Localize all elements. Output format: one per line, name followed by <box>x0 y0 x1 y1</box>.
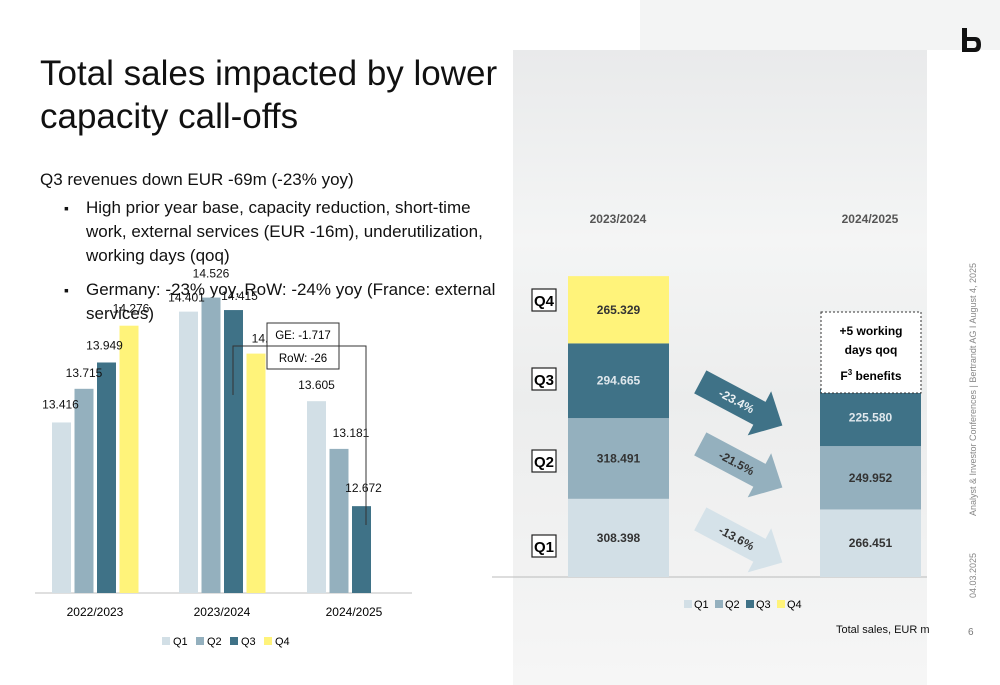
legend-label: Q3 <box>756 599 771 611</box>
legend-swatch-q1 <box>684 600 692 608</box>
side-date-text: 04.03.2025 <box>968 552 978 598</box>
legend-swatch-q4 <box>264 637 272 645</box>
chart-legend: Q1 Q2 Q3 Q4 <box>162 636 290 648</box>
legend-label: Q4 <box>275 636 290 648</box>
change-arrow: -23.4% <box>694 370 783 436</box>
callout-line1: +5 working <box>839 324 902 338</box>
data-label: 13.416 <box>42 397 79 411</box>
header-background <box>640 0 1000 50</box>
segment-value-label: 294.665 <box>597 374 641 388</box>
arrow-shape <box>694 432 783 498</box>
quarter-box <box>531 288 557 312</box>
side-footer-text: Analyst & Investor Conferences | Bertran… <box>968 263 978 516</box>
quarter-label: Q3 <box>534 372 554 389</box>
change-arrow: -13.6% <box>694 507 783 573</box>
bar-q4 <box>246 353 266 593</box>
data-label: 14.526 <box>193 267 230 281</box>
bar-q4 <box>119 325 139 593</box>
segment-value-label: 318.491 <box>597 451 641 465</box>
page-number: 6 <box>968 627 974 638</box>
category-label: 2024/2025 <box>326 605 383 619</box>
segment-value-label: 225.580 <box>849 410 893 424</box>
stack-segment-q2 <box>568 418 669 499</box>
data-label: 13.605 <box>298 378 335 392</box>
page-title: Total sales impacted by lower capacity c… <box>40 54 498 136</box>
annotation-germany: GE: -1.717 <box>275 330 331 342</box>
bullet-list: High prior year base, capacity reduction… <box>64 196 514 336</box>
quarter-label: Q4 <box>534 293 555 310</box>
legend-label: Q4 <box>787 599 802 611</box>
arrow-shape <box>694 507 783 573</box>
annotation-row: RoW: -26 <box>279 353 327 365</box>
bar-q2 <box>329 448 349 593</box>
stacked-sales-chart: 2023/2024 2024/2025 308.398 318.491 294.66… <box>492 212 927 611</box>
bar-q3 <box>352 506 371 593</box>
category-label: 2023/2024 <box>194 605 251 619</box>
stack-segment-q1 <box>568 498 669 577</box>
data-label: 13.715 <box>66 366 103 380</box>
legend-label: Q2 <box>725 599 740 611</box>
stack-segment-q3 <box>820 388 921 447</box>
callout-line3: F3 benefits <box>840 368 901 383</box>
legend-swatch-q2 <box>196 637 204 645</box>
segment-value-label: 249.952 <box>849 471 893 485</box>
legend-swatch-q2 <box>715 600 723 608</box>
data-label: 14.401 <box>168 291 205 305</box>
legend-label: Q2 <box>207 636 222 648</box>
stack-segment-q2 <box>820 446 921 510</box>
segment-value-label: 308.398 <box>597 531 641 545</box>
legend-swatch-q4 <box>777 600 785 608</box>
callout-box <box>820 311 922 394</box>
bullet-item: High prior year base, capacity reduction… <box>64 196 514 268</box>
legend-label: Q1 <box>173 636 188 648</box>
arrow-shape <box>694 370 783 436</box>
data-label: 14.276 <box>113 302 150 316</box>
subtitle: Q3 revenues down EUR -69m (-23% yoy) <box>40 170 354 189</box>
data-label: 13.949 <box>86 338 123 352</box>
callout-line2: days qoq <box>845 343 898 357</box>
quarterly-sales-bar-chart: 13.416 14.401 13.605 13.715 14.526 13.181 13.9… <box>35 267 412 648</box>
bar-q1 <box>52 422 71 593</box>
legend-swatch-q1 <box>162 637 170 645</box>
quarter-label: Q2 <box>534 454 554 471</box>
legend-label: Q3 <box>241 636 256 648</box>
quarter-label: Q1 <box>534 539 554 556</box>
bar-q2 <box>74 388 94 593</box>
bar-q3 <box>97 362 116 593</box>
data-label: 13.181 <box>333 426 370 440</box>
column-header: 2023/2024 <box>590 212 647 226</box>
bar-q1 <box>307 401 326 593</box>
bar-q2 <box>201 297 221 593</box>
stack-segment-q4 <box>568 276 669 344</box>
change-arrow: -21.5% <box>694 432 783 498</box>
data-label: 12.672 <box>345 481 382 495</box>
bullet-item: Germany: -23% yoy, RoW: -24% yoy (France… <box>64 278 514 326</box>
bar-q1 <box>179 311 198 593</box>
segment-value-label: 265.329 <box>597 303 641 317</box>
quarter-box <box>531 534 557 558</box>
bertrandt-logo-icon <box>962 28 981 52</box>
legend-label: Q1 <box>694 599 709 611</box>
data-label: 14.415 <box>221 289 258 303</box>
column-header: 2024/2025 <box>842 212 899 226</box>
annotation-bracket <box>232 345 367 525</box>
quarter-box <box>531 367 557 391</box>
segment-value-label: 266.451 <box>849 536 893 550</box>
bar-q3 <box>224 310 243 593</box>
stack-segment-q3 <box>568 343 669 419</box>
chart-caption: Total sales, EUR m <box>836 624 930 636</box>
stack-segment-q1 <box>820 509 921 577</box>
chart-legend: Q1 Q2 Q3 Q4 <box>684 599 802 611</box>
category-label: 2022/2023 <box>67 605 124 619</box>
legend-swatch-q3 <box>746 600 754 608</box>
legend-swatch-q3 <box>230 637 238 645</box>
quarter-box <box>531 449 557 473</box>
